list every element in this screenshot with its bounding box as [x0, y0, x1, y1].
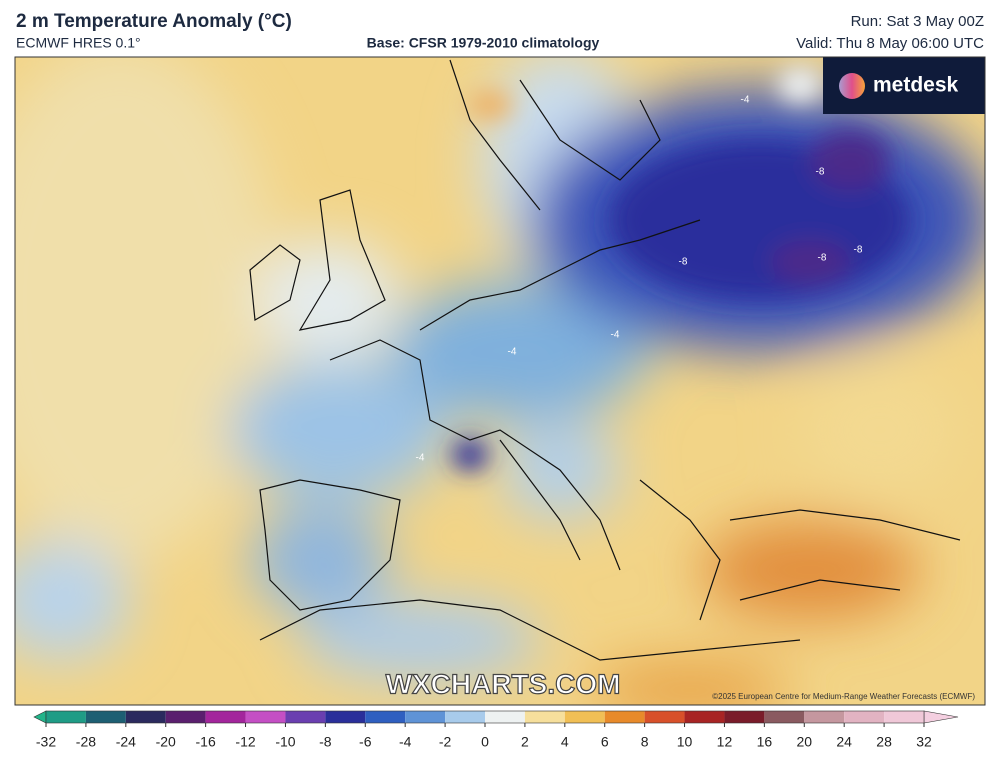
run: Run: Sat 3 May 00Z: [851, 13, 984, 30]
colorbar-label: 4: [561, 734, 569, 750]
colorbar-segment: [365, 711, 406, 723]
colorbar-label: -12: [235, 734, 255, 750]
colorbar-segment: [524, 711, 565, 723]
colorbar-segment: [844, 711, 885, 723]
colorbar-segment: [205, 711, 246, 723]
colorbar-segment: [405, 711, 446, 723]
colorbar-segment: [245, 711, 286, 723]
colorbar-label: -2: [439, 734, 452, 750]
colorbar-label: 20: [796, 734, 812, 750]
colorbar-high-arrow: [923, 710, 959, 724]
watermark: WXCHARTS.COM: [386, 668, 621, 699]
colorbar-label: -28: [76, 734, 96, 750]
colorbar-label: -24: [116, 734, 136, 750]
colorbar-segment: [285, 711, 326, 723]
colorbar-label: 6: [601, 734, 609, 750]
colorbar-segment: [764, 711, 805, 723]
colorbar-segment: [804, 711, 845, 723]
colorbar-segment: [485, 711, 525, 723]
colorbar-segment: [165, 711, 206, 723]
colorbar-segment: [724, 711, 765, 723]
colorbar-segment: [46, 711, 86, 723]
contour-label: -8: [854, 245, 863, 256]
colorbar-segment: [564, 711, 605, 723]
colorbar-segment: [604, 711, 645, 723]
model: ECMWF HRES 0.1°: [16, 35, 141, 51]
colorbar-label: 24: [836, 734, 852, 750]
colorbar-segment: [644, 711, 685, 723]
colorbar-segment: [325, 711, 366, 723]
copyright: ©2025 European Centre for Medium-Range W…: [712, 692, 975, 701]
colorbar-label: -8: [319, 734, 332, 750]
title: 2 m Temperature Anomaly (°C): [16, 11, 292, 32]
colorbar-label: 8: [641, 734, 649, 750]
map: [15, 57, 985, 705]
colorbar-segment: [884, 711, 924, 723]
colorbar-label: -6: [359, 734, 372, 750]
contour-label: -8: [818, 253, 827, 264]
contour-label: -4: [741, 95, 750, 106]
colorbar-segment: [445, 711, 485, 723]
logo: metdesk: [873, 74, 959, 97]
colorbar-label: 12: [717, 734, 733, 750]
colorbar-label: -10: [275, 734, 295, 750]
colorbar-segment: [85, 711, 126, 723]
colorbar-segment: [125, 711, 166, 723]
colorbar-label: -4: [399, 734, 412, 750]
colorbar-low-arrow: [33, 710, 47, 724]
valid: Valid: Thu 8 May 06:00 UTC: [796, 35, 984, 52]
contour-label: -8: [816, 167, 825, 178]
colorbar-label: -32: [36, 734, 56, 750]
logo-icon: [839, 73, 865, 99]
colorbar-label: -16: [196, 734, 216, 750]
colorbar-label: 32: [916, 734, 932, 750]
contour-label: -4: [508, 347, 517, 358]
colorbar-label: 10: [677, 734, 693, 750]
colorbar-label: 0: [481, 734, 489, 750]
base: Base: CFSR 1979-2010 climatology: [367, 35, 600, 51]
contour-label: -4: [611, 330, 620, 341]
colorbar-label: -20: [156, 734, 176, 750]
colorbar-label: 2: [521, 734, 529, 750]
contour-label: -4: [416, 453, 425, 464]
colorbar-segment: [684, 711, 725, 723]
colorbar-label: 16: [757, 734, 773, 750]
colorbar-label: 28: [876, 734, 892, 750]
contour-label: -8: [679, 257, 688, 268]
